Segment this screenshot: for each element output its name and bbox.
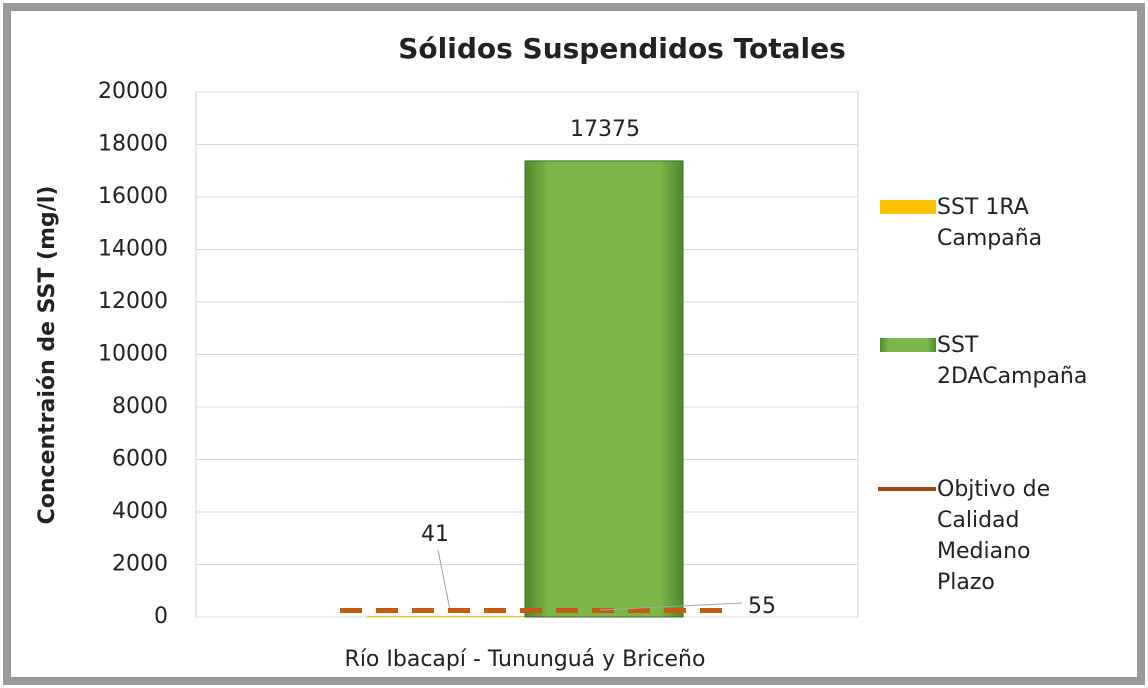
- y-tick-label: 18000: [98, 132, 168, 157]
- leader-line: [437, 549, 451, 611]
- legend-key: [880, 338, 936, 352]
- y-axis-label: Concentraión de SST (mg/l): [35, 186, 60, 525]
- y-tick-label: 10000: [98, 342, 168, 367]
- bar: [367, 615, 525, 617]
- leader-line: [599, 602, 743, 611]
- y-tick-label: 8000: [112, 394, 168, 419]
- y-tick-label: 20000: [98, 79, 168, 104]
- y-tick-label: 12000: [98, 289, 168, 314]
- annotation: 55: [748, 594, 776, 619]
- bar: [524, 160, 684, 618]
- data-label: 41: [421, 522, 449, 547]
- x-tick-label: Río Ibacapí - Tununguá y Briceño: [345, 647, 706, 672]
- legend-key: [880, 200, 936, 214]
- y-tick-label: 0: [154, 604, 168, 629]
- y-tick-label: 4000: [112, 499, 168, 524]
- data-label: 17375: [570, 117, 640, 142]
- legend-label: Objtivo de Calidad Mediano Plazo: [937, 477, 1051, 595]
- chart-title: Sólidos Suspendidos Totales: [398, 32, 846, 65]
- y-tick-label: 2000: [112, 552, 168, 577]
- y-tick-label: 16000: [98, 184, 168, 209]
- y-tick-label: 14000: [98, 237, 168, 262]
- legend-label: SST 1RA Campaña: [937, 195, 1043, 251]
- y-tick-label: 6000: [112, 447, 168, 472]
- legend-label: SST 2DACampaña: [937, 333, 1088, 389]
